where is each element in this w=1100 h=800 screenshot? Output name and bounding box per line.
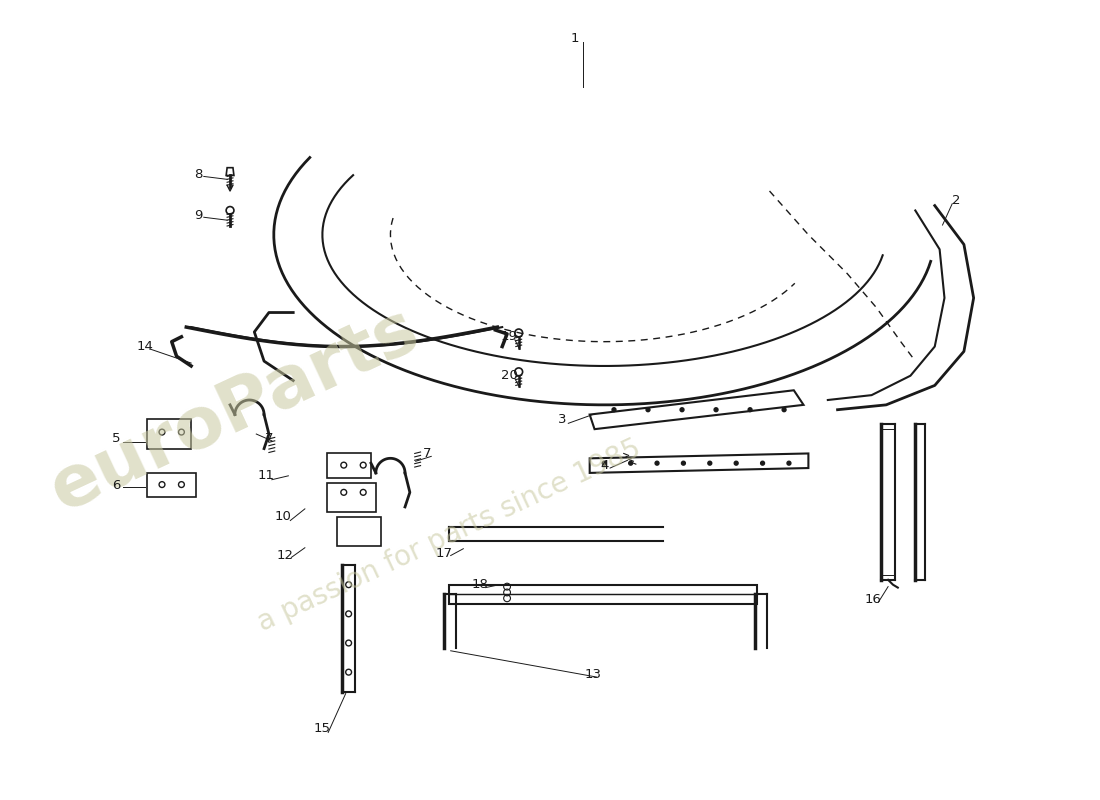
Text: a passion for parts since 1985: a passion for parts since 1985 <box>253 434 645 638</box>
Text: 7: 7 <box>265 432 273 446</box>
Circle shape <box>629 462 632 465</box>
Text: 6: 6 <box>112 479 121 492</box>
Circle shape <box>646 408 650 412</box>
Circle shape <box>603 462 606 465</box>
Text: 19: 19 <box>500 330 517 343</box>
Text: 9: 9 <box>194 209 202 222</box>
Text: euroParts: euroParts <box>40 294 430 526</box>
Circle shape <box>708 462 712 465</box>
Circle shape <box>656 462 659 465</box>
Text: 10: 10 <box>275 510 292 523</box>
Text: 16: 16 <box>865 593 881 606</box>
Text: 5: 5 <box>112 432 121 446</box>
Text: 12: 12 <box>277 549 294 562</box>
Circle shape <box>748 408 752 412</box>
Text: 13: 13 <box>584 668 601 681</box>
Circle shape <box>612 408 616 412</box>
Text: 11: 11 <box>257 470 275 482</box>
Circle shape <box>680 408 684 412</box>
Circle shape <box>760 462 764 465</box>
Text: 20: 20 <box>500 369 517 382</box>
Text: 8: 8 <box>194 168 202 181</box>
Text: 3: 3 <box>558 413 566 426</box>
Circle shape <box>714 408 718 412</box>
Circle shape <box>734 462 738 465</box>
Text: 2: 2 <box>952 194 960 207</box>
Text: 1: 1 <box>571 32 580 45</box>
Circle shape <box>786 462 791 465</box>
Circle shape <box>682 462 685 465</box>
Text: 18: 18 <box>472 578 488 591</box>
Text: 7: 7 <box>424 447 431 460</box>
Text: 14: 14 <box>138 340 154 353</box>
Circle shape <box>782 408 786 412</box>
Text: 17: 17 <box>436 547 452 560</box>
Text: 4: 4 <box>601 458 608 472</box>
Text: 15: 15 <box>314 722 331 735</box>
